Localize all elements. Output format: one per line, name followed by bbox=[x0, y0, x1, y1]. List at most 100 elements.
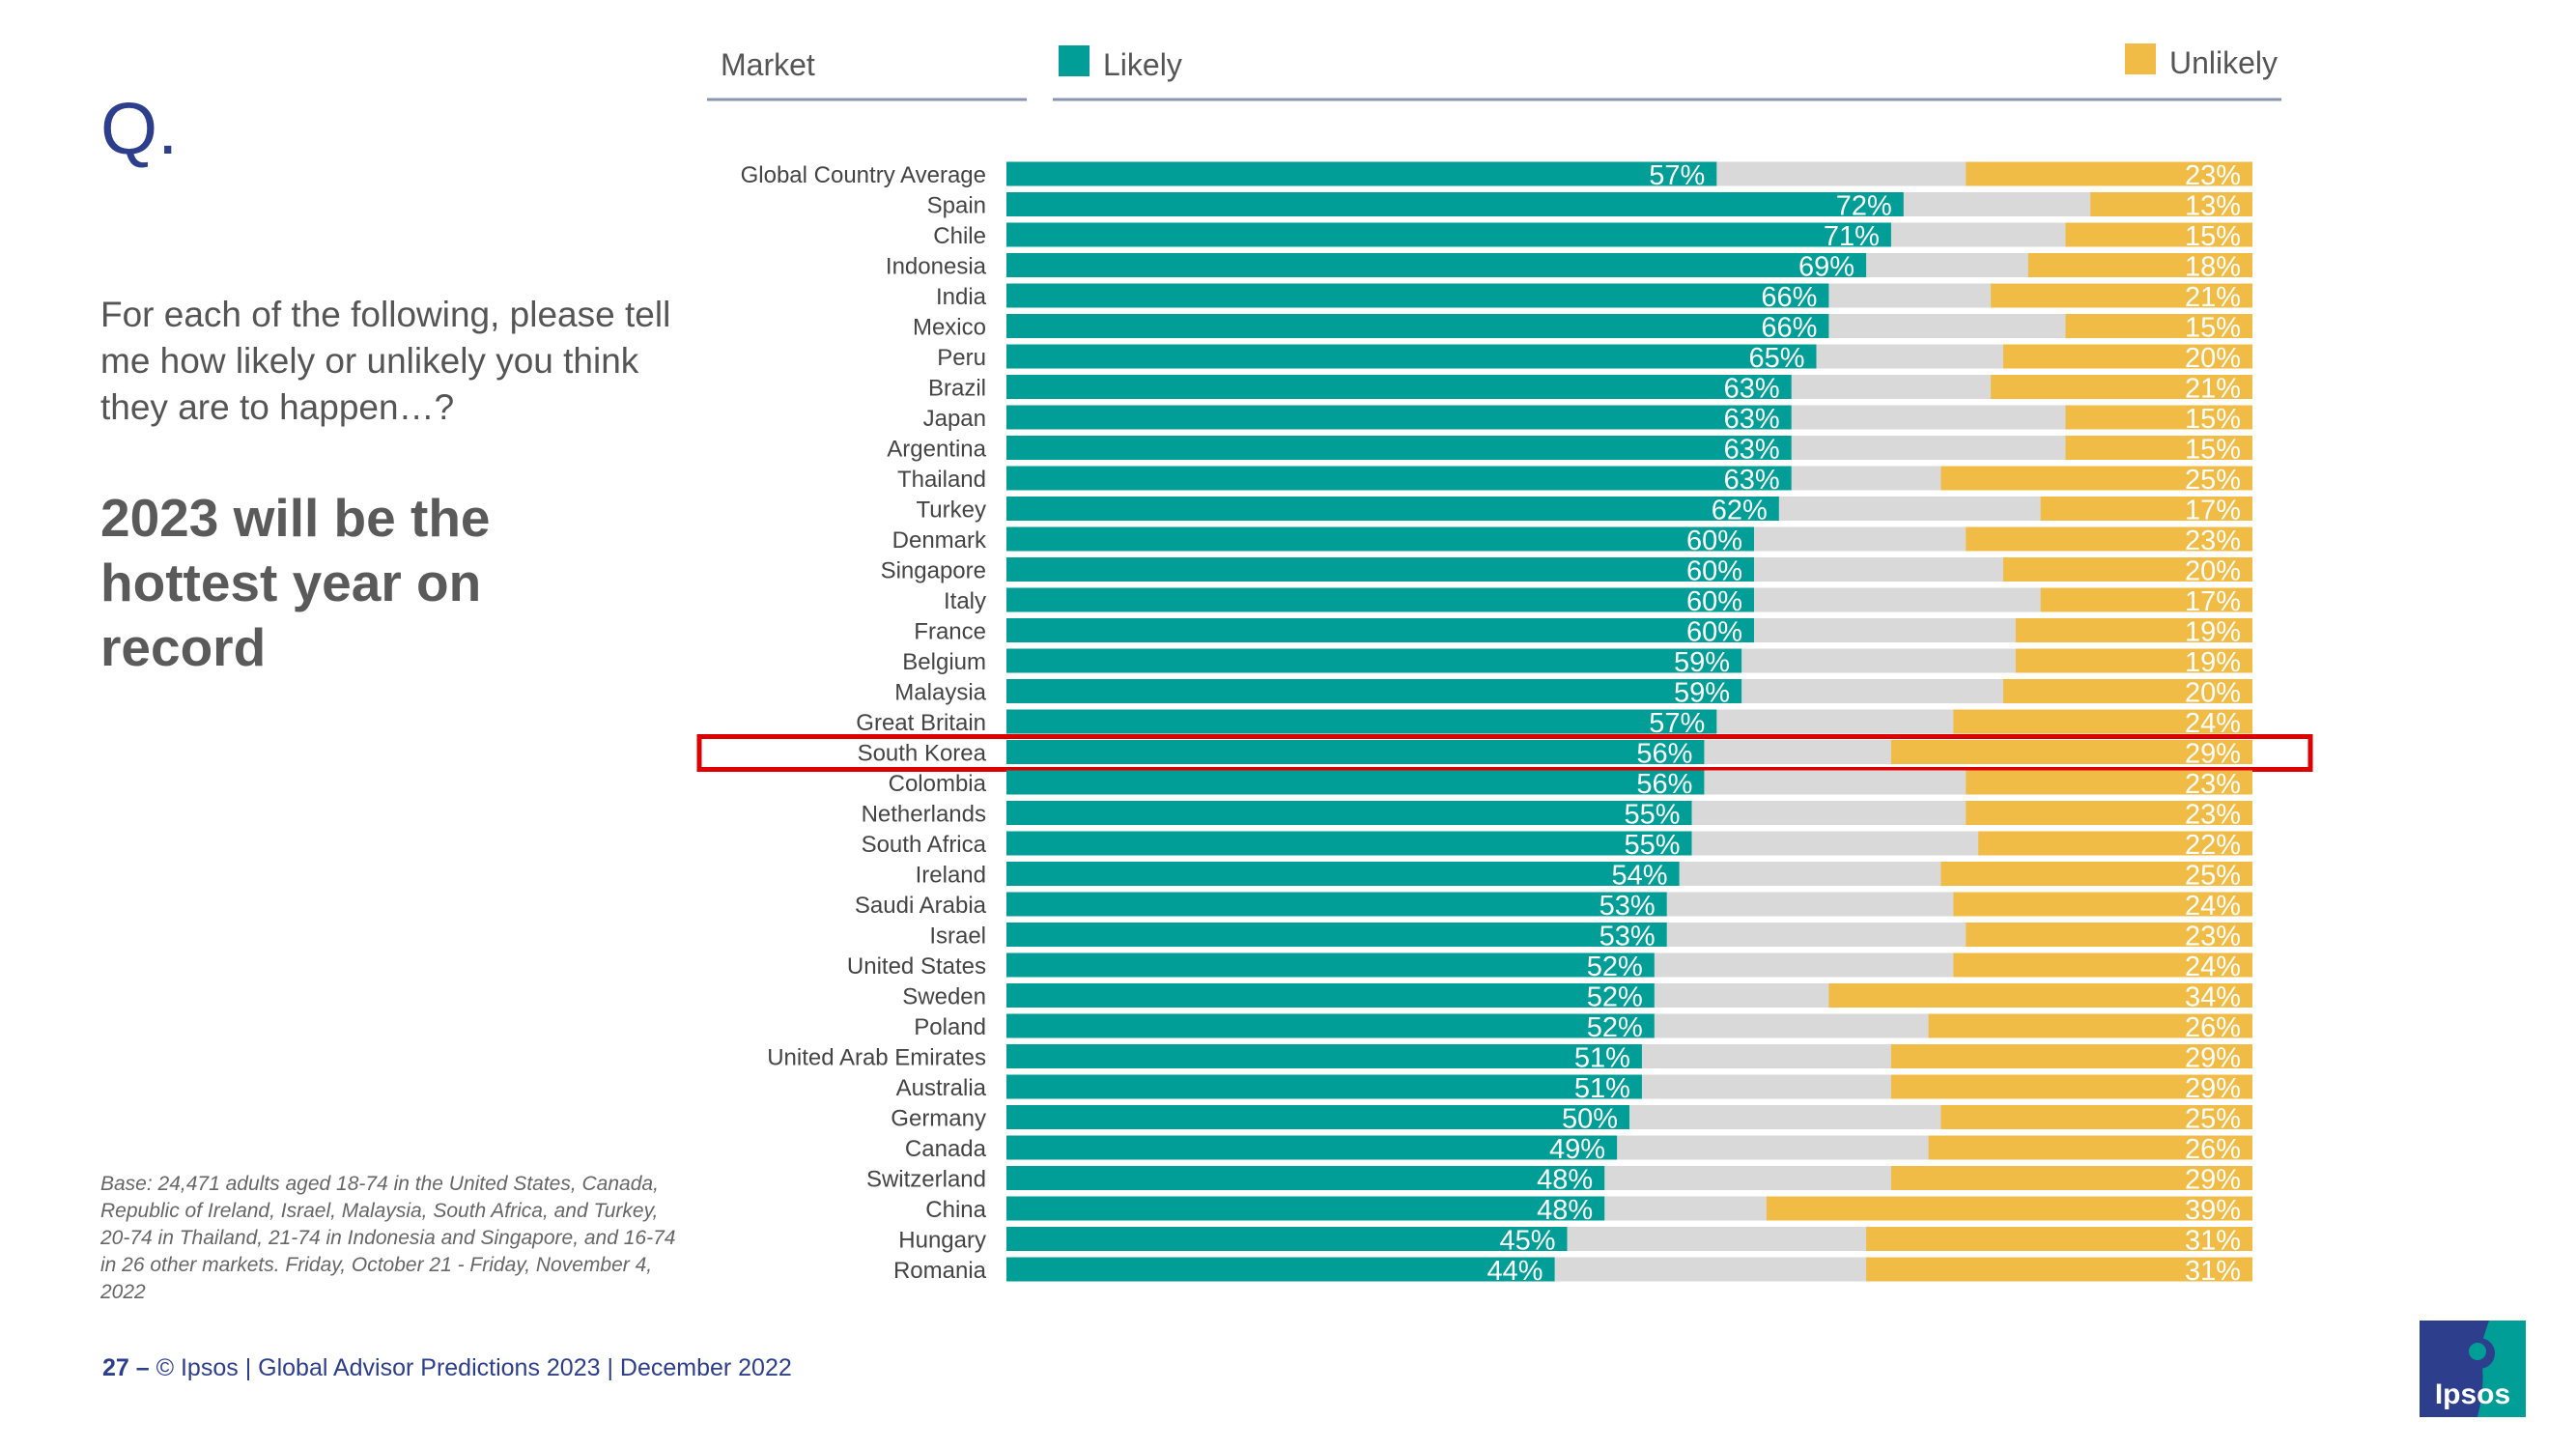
bar-unlikely-global-country-average bbox=[1966, 161, 2252, 186]
bar-unlikely-south-africa bbox=[1978, 831, 2252, 856]
bar-unlikely-poland bbox=[1928, 1013, 2252, 1038]
bar-unlikely-peru bbox=[2003, 344, 2252, 369]
category-label-france: France bbox=[914, 619, 986, 645]
bar-unlikely-indonesia bbox=[2027, 253, 2252, 277]
value-label-unlikely-poland: 26% bbox=[2185, 1012, 2241, 1043]
value-label-likely-saudi-arabia: 53% bbox=[1599, 891, 1656, 922]
value-label-unlikely-spain: 13% bbox=[2185, 191, 2241, 222]
bar-likely-united-arab-emirates bbox=[1006, 1044, 1642, 1068]
bar-likely-china bbox=[1006, 1196, 1605, 1221]
value-label-unlikely-france: 19% bbox=[2185, 617, 2241, 648]
bar-unlikely-australia bbox=[1890, 1074, 2252, 1099]
category-label-peru: Peru bbox=[937, 345, 986, 371]
category-label-south-korea: South Korea bbox=[858, 741, 987, 767]
value-label-likely-indonesia: 69% bbox=[1798, 252, 1854, 283]
bar-likely-indonesia bbox=[1006, 253, 1867, 277]
category-label-argentina: Argentina bbox=[887, 437, 986, 463]
category-label-sweden: Sweden bbox=[902, 984, 986, 1010]
bar-likely-singapore bbox=[1006, 557, 1754, 582]
value-label-unlikely-romania: 31% bbox=[2185, 1256, 2241, 1287]
category-label-australia: Australia bbox=[896, 1075, 987, 1101]
bar-unlikely-turkey bbox=[2040, 497, 2252, 521]
value-label-unlikely-argentina: 15% bbox=[2185, 435, 2241, 466]
bar-unlikely-belgium bbox=[2015, 648, 2252, 673]
category-label-indonesia: Indonesia bbox=[886, 254, 987, 280]
category-label-italy: Italy bbox=[944, 588, 986, 614]
bar-unlikely-mexico bbox=[2065, 314, 2252, 338]
value-label-unlikely-hungary: 31% bbox=[2185, 1226, 2241, 1257]
bar-unlikely-israel bbox=[1966, 923, 2252, 947]
value-label-likely-germany: 50% bbox=[1562, 1104, 1618, 1135]
value-label-likely-colombia: 56% bbox=[1636, 769, 1692, 800]
bar-unlikely-thailand bbox=[1940, 466, 2252, 491]
bar-unlikely-united-arab-emirates bbox=[1890, 1044, 2252, 1068]
bar-unlikely-hungary bbox=[1866, 1227, 2252, 1251]
bar-likely-brazil bbox=[1006, 375, 1792, 399]
base-note: Base: 24,471 adults aged 18-74 in the Un… bbox=[100, 1173, 676, 1303]
category-label-united-states: United States bbox=[847, 953, 986, 980]
value-label-unlikely-ireland: 25% bbox=[2185, 861, 2241, 892]
value-label-unlikely-turkey: 17% bbox=[2185, 496, 2241, 526]
bar-likely-sweden bbox=[1006, 983, 1655, 1008]
category-label-south-africa: South Africa bbox=[862, 832, 987, 858]
bar-likely-malaysia bbox=[1006, 679, 1742, 703]
bar-likely-spain bbox=[1006, 192, 1904, 216]
value-label-likely-australia: 51% bbox=[1574, 1073, 1630, 1104]
bar-likely-global-country-average bbox=[1006, 161, 1717, 186]
value-label-unlikely-germany: 25% bbox=[2185, 1104, 2241, 1135]
value-label-likely-argentina: 63% bbox=[1724, 435, 1780, 466]
legend-label-unlikely: Unlikely bbox=[2169, 45, 2278, 80]
category-label-germany: Germany bbox=[891, 1106, 986, 1132]
value-label-unlikely-peru: 20% bbox=[2185, 343, 2241, 374]
value-label-unlikely-canada: 26% bbox=[2185, 1134, 2241, 1165]
bar-likely-switzerland bbox=[1006, 1166, 1605, 1190]
value-label-unlikely-mexico: 15% bbox=[2185, 313, 2241, 344]
value-label-unlikely-saudi-arabia: 24% bbox=[2185, 891, 2241, 922]
value-label-unlikely-thailand: 25% bbox=[2185, 465, 2241, 496]
category-label-israel: Israel bbox=[929, 923, 986, 950]
value-label-unlikely-indonesia: 18% bbox=[2185, 252, 2241, 283]
bar-likely-japan bbox=[1006, 405, 1792, 430]
value-label-likely-hungary: 45% bbox=[1499, 1226, 1555, 1257]
value-label-unlikely-denmark: 23% bbox=[2185, 526, 2241, 556]
bar-unlikely-brazil bbox=[1991, 375, 2252, 399]
value-label-unlikely-brazil: 21% bbox=[2185, 374, 2241, 405]
value-label-likely-turkey: 62% bbox=[1712, 496, 1768, 526]
value-label-likely-switzerland: 48% bbox=[1537, 1165, 1593, 1196]
bar-unlikely-chile bbox=[2065, 222, 2252, 247]
bar-unlikely-malaysia bbox=[2003, 679, 2252, 703]
category-label-india: India bbox=[936, 284, 987, 310]
category-label-chile: Chile bbox=[933, 223, 986, 249]
highlight-box-south-korea bbox=[696, 734, 2313, 772]
value-label-likely-great-britain: 57% bbox=[1649, 708, 1705, 739]
bar-unlikely-singapore bbox=[2003, 557, 2252, 582]
category-label-belgium: Belgium bbox=[902, 649, 986, 675]
bar-likely-turkey bbox=[1006, 497, 1779, 521]
bar-likely-south-africa bbox=[1006, 831, 1692, 856]
value-label-likely-mexico: 66% bbox=[1761, 313, 1817, 344]
category-label-malaysia: Malaysia bbox=[894, 680, 986, 706]
logo-text: Ipsos bbox=[2435, 1378, 2510, 1410]
bar-unlikely-ireland bbox=[1940, 862, 2252, 886]
bar-likely-argentina bbox=[1006, 436, 1792, 460]
bar-likely-romania bbox=[1006, 1257, 1555, 1282]
value-label-unlikely-united-arab-emirates: 29% bbox=[2185, 1043, 2241, 1074]
bar-unlikely-colombia bbox=[1966, 770, 2252, 795]
value-label-unlikely-italy: 17% bbox=[2185, 586, 2241, 617]
value-label-likely-chile: 71% bbox=[1824, 221, 1880, 252]
category-label-poland: Poland bbox=[914, 1014, 986, 1040]
category-label-mexico: Mexico bbox=[913, 315, 986, 341]
bar-unlikely-spain bbox=[2090, 192, 2252, 216]
category-label-china: China bbox=[925, 1197, 986, 1223]
category-label-saudi-arabia: Saudi Arabia bbox=[855, 893, 987, 919]
category-label-ireland: Ireland bbox=[916, 863, 986, 889]
bar-likely-australia bbox=[1006, 1074, 1642, 1099]
legend-label-likely: Likely bbox=[1103, 47, 1182, 82]
bar-likely-belgium bbox=[1006, 648, 1742, 673]
bar-likely-poland bbox=[1006, 1013, 1655, 1038]
value-label-likely-thailand: 63% bbox=[1724, 465, 1780, 496]
bar-likely-denmark bbox=[1006, 526, 1754, 552]
category-label-global-country-average: Global Country Average bbox=[741, 162, 986, 188]
value-label-likely-global-country-average: 57% bbox=[1649, 160, 1705, 191]
bar-likely-ireland bbox=[1006, 862, 1680, 886]
